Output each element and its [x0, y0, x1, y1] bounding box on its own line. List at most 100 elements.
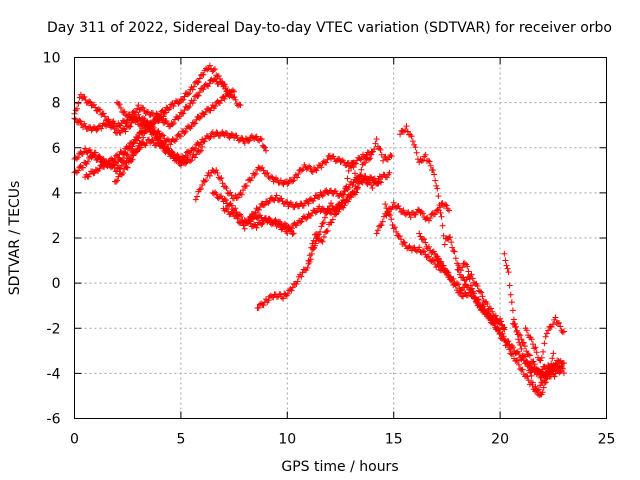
data-point	[397, 131, 404, 138]
data-point	[363, 155, 370, 162]
data-point	[95, 106, 102, 113]
data-point	[314, 231, 321, 238]
data-point	[284, 230, 291, 237]
data-point	[427, 162, 434, 169]
data-point	[188, 157, 195, 164]
data-point	[540, 384, 547, 391]
data-point	[189, 86, 196, 93]
data-point	[313, 234, 320, 241]
data-point	[502, 257, 509, 264]
data-point	[253, 224, 260, 231]
data-point	[175, 100, 182, 107]
data-point	[218, 78, 225, 85]
data-point	[400, 207, 407, 214]
x-tick-label: 25	[598, 432, 616, 448]
data-point	[116, 101, 123, 108]
data-point	[439, 222, 446, 229]
data-point	[280, 295, 287, 302]
data-point	[160, 132, 167, 139]
data-point	[224, 130, 231, 137]
data-point	[501, 326, 508, 333]
data-point	[474, 282, 481, 289]
data-point	[416, 244, 423, 251]
data-point	[408, 247, 415, 254]
data-point	[515, 331, 522, 338]
data-point	[551, 373, 558, 380]
data-point	[429, 257, 436, 264]
series-track-24	[524, 350, 557, 399]
data-point	[137, 140, 144, 147]
data-point	[194, 79, 201, 86]
data-point	[556, 319, 563, 326]
data-point	[157, 137, 164, 144]
series-track-23	[522, 314, 567, 364]
data-point	[441, 267, 448, 274]
data-point	[245, 138, 252, 145]
data-point	[200, 177, 207, 184]
data-point	[390, 199, 397, 206]
data-point	[460, 274, 467, 281]
data-point	[324, 206, 331, 213]
data-point	[524, 361, 531, 368]
data-point	[170, 151, 177, 158]
data-point	[101, 113, 108, 120]
data-point	[491, 313, 498, 320]
data-point	[190, 120, 197, 127]
data-point	[542, 379, 549, 386]
data-point	[123, 164, 130, 171]
data-point	[558, 363, 565, 370]
data-point	[537, 357, 544, 364]
data-point	[533, 387, 540, 394]
data-point	[202, 109, 209, 116]
data-point	[447, 234, 454, 241]
data-point	[222, 83, 229, 90]
data-point	[219, 180, 226, 187]
data-point	[525, 351, 532, 358]
x-tick-label: 20	[491, 432, 509, 448]
data-point	[542, 333, 549, 340]
data-point	[495, 326, 502, 333]
data-point	[218, 97, 225, 104]
data-point	[382, 201, 389, 208]
data-point	[190, 97, 197, 104]
data-point	[169, 121, 176, 128]
data-point	[210, 67, 217, 74]
data-point	[504, 265, 511, 272]
data-point	[480, 303, 487, 310]
data-point	[396, 205, 403, 212]
data-point	[117, 165, 124, 172]
data-point	[503, 262, 510, 269]
data-point	[353, 185, 360, 192]
data-point	[422, 151, 429, 158]
data-point	[170, 120, 177, 127]
data-point	[74, 105, 81, 112]
data-point	[300, 202, 307, 209]
data-point	[522, 343, 529, 350]
data-point	[259, 220, 266, 227]
data-point	[545, 327, 552, 334]
data-point	[517, 332, 524, 339]
data-point	[543, 330, 550, 337]
data-point	[261, 201, 268, 208]
data-point	[76, 117, 83, 124]
data-point	[478, 289, 485, 296]
data-point	[94, 126, 101, 133]
data-point	[255, 206, 262, 213]
data-point	[121, 149, 128, 156]
data-point	[422, 239, 429, 246]
data-point	[204, 66, 211, 73]
data-point	[190, 83, 197, 90]
data-point	[528, 336, 535, 343]
data-point	[345, 167, 352, 174]
data-point	[127, 123, 134, 130]
data-point	[231, 88, 238, 95]
data-point	[319, 238, 326, 245]
data-point	[160, 113, 167, 120]
data-point	[309, 246, 316, 253]
data-point	[75, 100, 82, 107]
data-point	[507, 291, 514, 298]
data-point	[322, 229, 329, 236]
data-point	[182, 160, 189, 167]
data-point	[288, 287, 295, 294]
data-point	[557, 323, 564, 330]
